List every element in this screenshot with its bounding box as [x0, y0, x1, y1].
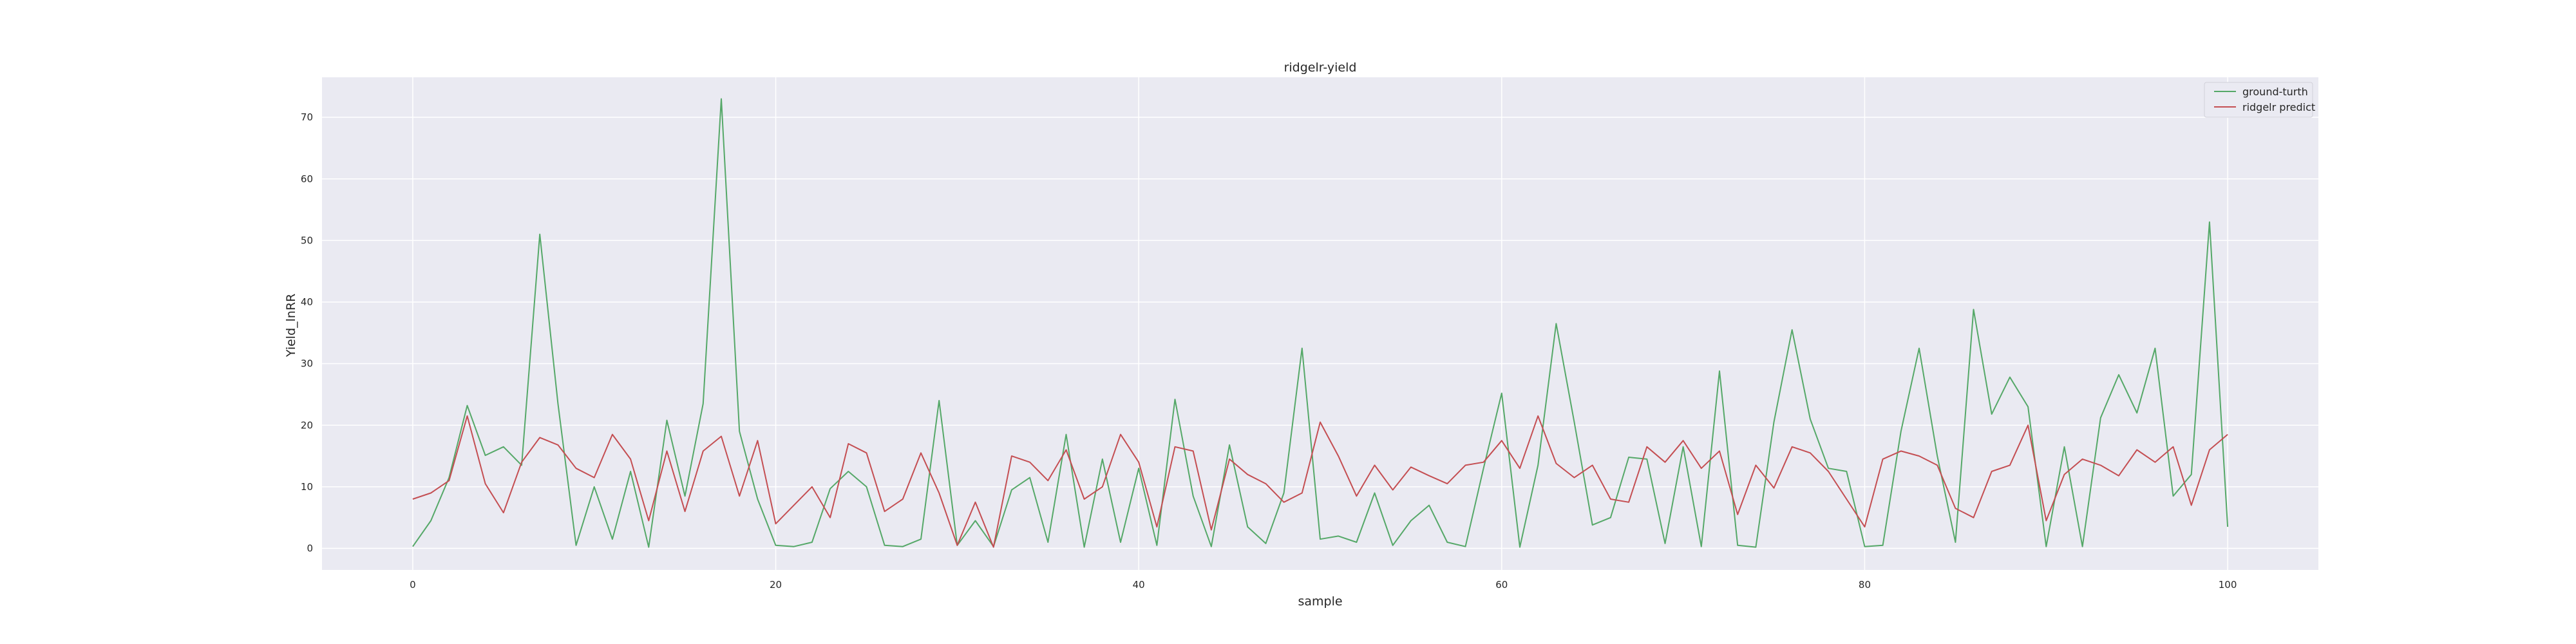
- y-axis-label: Yield_lnRR: [284, 294, 298, 357]
- legend: ground-turth ridgelr predict: [2204, 82, 2315, 118]
- chart-title: ridgelr-yield: [1284, 61, 1357, 75]
- grid-lines: [322, 77, 2318, 570]
- series-layer: [412, 98, 2229, 548]
- y-tick-label: 20: [301, 419, 313, 431]
- y-tick-label: 50: [301, 234, 313, 246]
- legend-label-ridgelr-predict: ridgelr predict: [2242, 101, 2315, 113]
- legend-label-ground-turth: ground-turth: [2242, 86, 2308, 98]
- y-tick-label: 30: [301, 358, 313, 370]
- y-tick-label: 40: [301, 296, 313, 308]
- y-tick-label: 60: [301, 173, 313, 185]
- y-tick-label: 70: [301, 111, 313, 123]
- x-tick-label: 80: [1859, 579, 1871, 591]
- series-line-ridgelr-predict: [412, 415, 2228, 548]
- x-tick-label: 20: [770, 579, 782, 591]
- y-tick-label: 10: [301, 481, 313, 493]
- x-tick-label: 60: [1495, 579, 1508, 591]
- y-axis: 0 10 20 30 40 50 60 70: [301, 111, 313, 554]
- x-tick-label: 0: [410, 579, 416, 591]
- x-tick-label: 100: [2219, 579, 2237, 591]
- plot-area: [322, 77, 2318, 570]
- y-tick-label: 0: [307, 543, 313, 554]
- series-line-ground-turth: [412, 98, 2229, 548]
- x-axis-label: sample: [1298, 594, 1342, 609]
- x-axis: 0 20 40 60 80 100: [410, 579, 2237, 591]
- x-tick-label: 40: [1133, 579, 1145, 591]
